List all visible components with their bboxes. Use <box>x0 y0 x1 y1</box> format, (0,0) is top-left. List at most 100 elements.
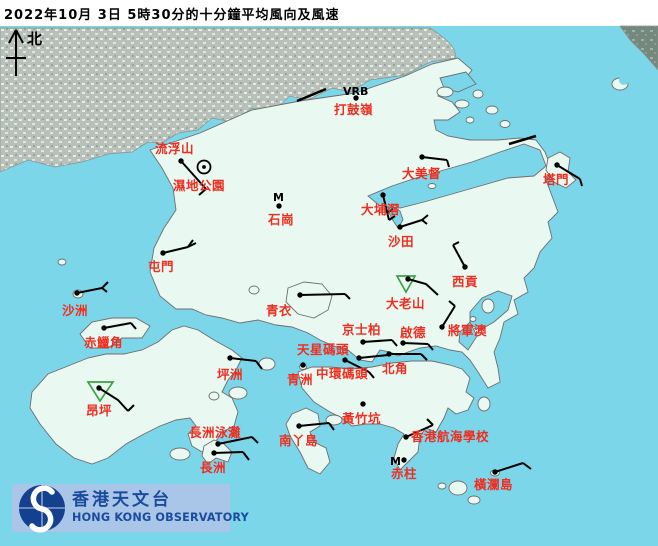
wind-barb-tick <box>368 371 375 379</box>
wind-barb-tick <box>427 343 434 351</box>
station-waglan-island: 橫瀾島 <box>474 462 532 492</box>
station-label: 沙田 <box>388 234 414 249</box>
station-dot <box>380 192 386 198</box>
station-dot <box>554 162 560 168</box>
station-dot <box>297 292 303 298</box>
station-tuen-mun: 屯門 <box>148 239 197 274</box>
island-sunshine <box>208 391 220 401</box>
station-label: 北角 <box>382 361 408 376</box>
wind-barb-staff <box>298 422 330 427</box>
station-tai-mei-tuk: 大美督 <box>402 154 450 181</box>
island-ap-lei-chau <box>325 414 343 426</box>
wind-barb-staff <box>402 342 429 345</box>
hko-logo: 香港天文台 HONG KONG OBSERVATORY <box>12 484 250 533</box>
station-dot <box>386 351 392 357</box>
station-label: 將軍澳 <box>448 323 487 338</box>
station-label: 赤柱 <box>391 466 417 481</box>
island-double-haven-5 <box>499 120 511 128</box>
station-tseung-kwan-o: 將軍澳 <box>439 300 487 338</box>
station-shek-kong: M 石崗 <box>267 191 294 227</box>
wind-barb-staff <box>421 156 448 161</box>
wind-barb-staff <box>494 462 524 473</box>
island-shek-kwu-chau <box>169 447 191 461</box>
wind-barb-tick <box>242 451 250 461</box>
station-cheung-chau-beach: 長洲泳灘 <box>189 425 259 447</box>
station-dot <box>462 264 468 270</box>
station-dot <box>74 290 80 296</box>
wind-barb-staff <box>76 287 103 294</box>
station-cheung-chau: 長洲 <box>200 450 250 475</box>
station-dot <box>356 355 362 361</box>
wind-barb-staff <box>452 244 466 268</box>
station-dot <box>211 450 217 456</box>
wind-barb-tick <box>421 219 428 225</box>
wind-barb-tick <box>421 214 429 221</box>
wind-barb-staff <box>556 164 581 180</box>
station-label: 坪洲 <box>217 367 243 382</box>
mainland-shenzhen <box>0 27 456 173</box>
station-peng-chau: 坪洲 <box>217 355 263 382</box>
station-status: M <box>273 191 284 204</box>
station-label: 長洲泳灘 <box>189 425 241 440</box>
wind-barb-tick <box>101 287 108 293</box>
island-shelter <box>469 316 477 322</box>
wind-barb-tick <box>452 241 460 246</box>
logo-english-name: HONG KONG OBSERVATORY <box>72 511 250 524</box>
coastline-hk-island <box>297 360 475 471</box>
station-ngong-ping: 昂坪 <box>86 381 135 418</box>
wind-barb-tick <box>127 404 135 412</box>
junk-bay <box>458 321 478 351</box>
wind-barb-staff <box>229 357 257 362</box>
wind-barb-staff <box>362 339 393 343</box>
island-kau-sai-chau <box>481 298 495 314</box>
station-label: 流浮山 <box>155 141 194 156</box>
strong-wind-triangle-icon <box>86 381 115 403</box>
wind-barb-tick <box>386 208 394 214</box>
station-label: 石崗 <box>267 212 294 227</box>
starling-inlet <box>439 71 477 93</box>
station-label: 濕地公園 <box>173 178 225 193</box>
station-wong-chuk-hang: 黃竹坑 <box>341 401 381 426</box>
station-chek-lap-kok: 赤鱲角 <box>84 322 137 350</box>
wind-barb-staff <box>399 219 423 228</box>
station-label: 赤鱲角 <box>84 335 123 350</box>
wind-barb-staff <box>98 387 129 412</box>
station-label: 屯門 <box>148 259 174 274</box>
station-kings-park: 京士柏 <box>342 322 398 347</box>
island-ping-chau-lagoon <box>619 75 629 85</box>
station-status: VRB <box>343 85 368 98</box>
wind-barb-tick <box>426 418 434 426</box>
mainland-dapeng <box>619 25 658 71</box>
station-label: 橫瀾島 <box>474 477 513 492</box>
station-label: 香港航海學校 <box>410 429 489 444</box>
station-label: 塔門 <box>543 172 569 187</box>
station-label: 昂坪 <box>86 403 112 418</box>
wind-barb-staff <box>299 293 346 296</box>
island-hei-ling-chau <box>228 386 248 400</box>
station-green-island: 青洲 <box>287 362 313 387</box>
station-dot <box>353 95 359 101</box>
map-feature-border-line <box>296 87 327 103</box>
coastline-new-territories <box>149 57 559 389</box>
station-north-point: 北角 <box>382 351 428 376</box>
station-dot <box>227 355 233 361</box>
wind-barb-staff <box>441 305 456 328</box>
station-central-pier: 中環碼頭 <box>316 357 375 381</box>
island-double-haven-1 <box>436 86 454 98</box>
wind-barb-tick <box>101 281 109 289</box>
wind-barb-staff <box>213 451 244 454</box>
wind-barb-tick <box>187 242 197 248</box>
station-label: 長洲 <box>200 460 226 475</box>
station-label: 南丫島 <box>279 433 318 448</box>
station-dot <box>401 457 407 463</box>
wind-barb-tick <box>130 322 137 330</box>
island-double-haven-2 <box>454 99 470 109</box>
wind-barb-tick <box>448 300 456 307</box>
station-dot <box>400 340 406 346</box>
island-po-toi <box>448 480 468 496</box>
station-dot <box>96 385 102 391</box>
hko-logo-swirl <box>29 485 55 533</box>
station-dot <box>439 324 445 330</box>
